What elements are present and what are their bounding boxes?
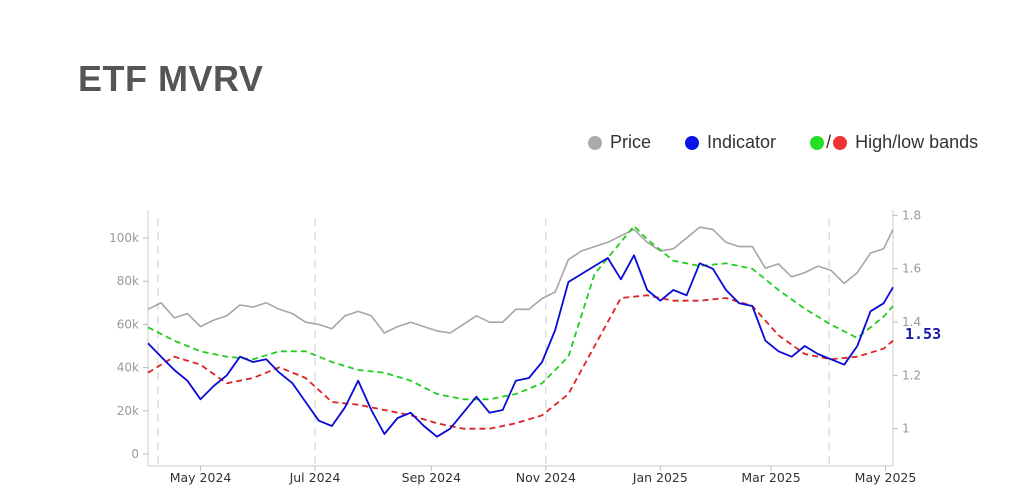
left-tick-label: 40k: [117, 361, 139, 375]
x-tick-label: May 2024: [170, 470, 232, 485]
left-tick-label: 60k: [117, 317, 139, 331]
right-axis: 1 1.2 1.4 1.6 1.8: [893, 208, 921, 436]
right-tick-label: 1.4: [902, 315, 921, 329]
left-tick-label: 100k: [109, 231, 139, 245]
legend-item-indicator[interactable]: Indicator: [685, 132, 776, 153]
grid-lines: [157, 218, 830, 466]
right-tick-label: 1.6: [902, 262, 921, 276]
series-group: [147, 225, 894, 438]
indicator-end-label: 1.53: [905, 325, 941, 343]
price-line: [147, 226, 894, 334]
legend-bands-label: High/low bands: [855, 132, 979, 152]
right-tick-label: 1.8: [902, 208, 921, 222]
price-dot-icon: [588, 135, 602, 150]
x-tick-label: Mar 2025: [741, 470, 800, 485]
indicator-dot-icon: [685, 135, 700, 150]
chart-title: ETF MVRV: [78, 58, 264, 99]
indicator-line: [147, 254, 894, 438]
x-tick-label: May 2025: [855, 470, 917, 485]
left-tick-label: 20k: [117, 404, 139, 418]
x-tick-label: Jul 2024: [289, 470, 341, 485]
high-band-dot-icon: [810, 135, 825, 150]
right-tick-label: 1: [902, 422, 910, 436]
legend-indicator-label: Indicator: [707, 132, 777, 152]
legend-price-label: Price: [610, 132, 652, 152]
left-tick-label: 0: [131, 447, 139, 461]
left-axis: 0 20k 40k 60k 80k 100k: [109, 231, 148, 461]
x-tick-label: Sep 2024: [402, 470, 461, 485]
low-band-dot-icon: [833, 135, 848, 150]
legend-slash: /: [826, 132, 832, 152]
low-band-line: [147, 294, 894, 430]
x-tick-label: Nov 2024: [516, 470, 576, 485]
x-tick-label: Jan 2025: [632, 470, 688, 485]
right-tick-label: 1.2: [902, 368, 921, 382]
high-band-line: [147, 225, 894, 401]
x-axis: May 2024 Jul 2024 Sep 2024 Nov 2024 Jan 2025…: [148, 465, 917, 485]
legend-item-price[interactable]: Price: [588, 132, 651, 153]
legend-item-bands[interactable]: / High/low bands: [810, 132, 978, 153]
left-tick-label: 80k: [117, 274, 139, 288]
chart-legend: Price Indicator / High/low bands: [588, 132, 978, 153]
